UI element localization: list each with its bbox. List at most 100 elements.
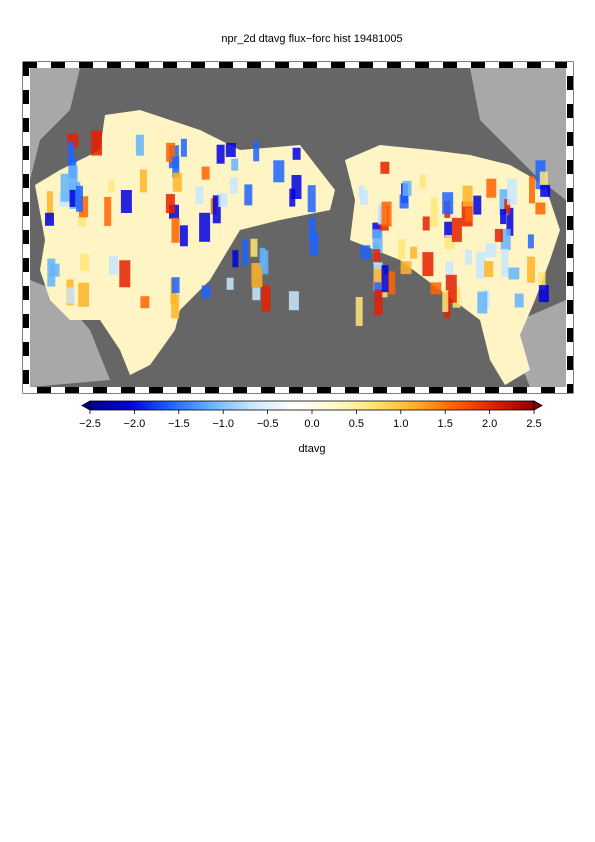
checker	[429, 62, 443, 68]
anomaly-cell	[195, 186, 204, 205]
checker	[527, 62, 541, 68]
checker	[261, 387, 275, 393]
checker	[135, 62, 149, 68]
anomaly-cell	[419, 174, 426, 189]
anomaly-cell	[387, 271, 396, 295]
anomaly-cell	[253, 141, 260, 162]
checker	[567, 118, 573, 132]
anomaly-cell	[292, 147, 301, 160]
anomaly-cell	[165, 194, 175, 214]
colorbar-tick-label: −1.0	[212, 418, 234, 430]
checker	[567, 356, 573, 370]
checker	[457, 387, 471, 393]
anomaly-cell	[119, 260, 131, 288]
checker	[401, 62, 415, 68]
checker	[275, 62, 289, 68]
anomaly-cell	[251, 263, 263, 287]
land-asia	[30, 68, 80, 180]
colorbar-tick-label: 0.5	[349, 418, 364, 430]
checker	[163, 387, 177, 393]
anomaly-cell	[79, 196, 89, 218]
anomaly-cell	[171, 277, 180, 294]
colorbar-low-arrow	[81, 400, 91, 411]
anomaly-cell	[60, 173, 70, 202]
checker	[247, 387, 261, 393]
anomaly-cell	[444, 235, 455, 249]
checker	[23, 384, 29, 393]
anomaly-cell	[527, 256, 536, 283]
checker	[555, 387, 569, 393]
anomaly-cell	[360, 245, 371, 260]
frame-checker	[23, 62, 573, 393]
anomaly-cell	[229, 177, 238, 194]
anomaly-cell	[373, 269, 384, 289]
checker	[289, 62, 303, 68]
anomaly-cell	[381, 265, 389, 293]
colorbar-tick-label: 2.5	[526, 418, 541, 430]
anomaly-cell	[140, 296, 150, 309]
anomaly-cell	[399, 194, 409, 209]
checker	[163, 62, 177, 68]
anomaly-cell	[485, 243, 497, 258]
anomaly-cell	[309, 233, 319, 256]
checker	[23, 174, 29, 188]
anomaly-cell	[484, 261, 494, 278]
colorbar-tick-label: −0.5	[257, 418, 279, 430]
checker	[219, 62, 233, 68]
land-china	[30, 280, 110, 387]
anomaly-cell	[226, 277, 234, 290]
checker	[567, 202, 573, 216]
anomaly-cell	[201, 166, 210, 180]
anomaly-cell	[120, 190, 132, 213]
anomaly-cell	[273, 160, 285, 183]
anomaly-cell	[308, 217, 316, 241]
checker	[567, 76, 573, 90]
checker	[567, 272, 573, 286]
anomaly-cell	[104, 196, 112, 226]
colorbar-tick-label: 2.0	[482, 418, 497, 430]
anomaly-cell	[444, 221, 453, 238]
anomaly-cell	[216, 144, 225, 164]
checker	[359, 387, 373, 393]
anomaly-cell	[49, 263, 60, 277]
checker	[499, 387, 513, 393]
checker	[23, 118, 29, 132]
anomaly-cell	[465, 207, 473, 222]
anomaly-cell	[538, 271, 546, 290]
anomaly-cell	[398, 239, 406, 260]
checker	[79, 387, 93, 393]
anomaly-cell	[535, 202, 546, 215]
checker	[23, 286, 29, 300]
checker	[177, 62, 191, 68]
checker	[471, 387, 485, 393]
anomaly-cell	[171, 294, 180, 319]
checker	[93, 62, 107, 68]
checker	[191, 62, 205, 68]
anomaly-cell	[244, 184, 253, 206]
checker	[567, 258, 573, 272]
checker	[415, 62, 429, 68]
anomaly-cell	[538, 285, 549, 303]
checker	[23, 244, 29, 258]
checker	[567, 300, 573, 314]
checker	[485, 387, 499, 393]
anomaly-cell	[360, 189, 368, 205]
anomaly-cell	[250, 238, 258, 257]
anomaly-cell	[430, 197, 438, 227]
anomaly-cell	[499, 189, 509, 216]
checker	[51, 387, 65, 393]
checker	[23, 258, 29, 272]
anomaly-cell	[218, 193, 228, 207]
checker	[289, 387, 303, 393]
anomaly-cell	[529, 176, 535, 204]
checker	[567, 328, 573, 342]
anomaly-cell	[199, 212, 211, 242]
checker	[567, 146, 573, 160]
anomaly-cell	[500, 209, 507, 225]
checker	[567, 244, 573, 258]
anomaly-cell	[442, 290, 449, 312]
anomaly-cell	[500, 229, 511, 250]
checker	[23, 62, 37, 68]
checker	[107, 387, 121, 393]
